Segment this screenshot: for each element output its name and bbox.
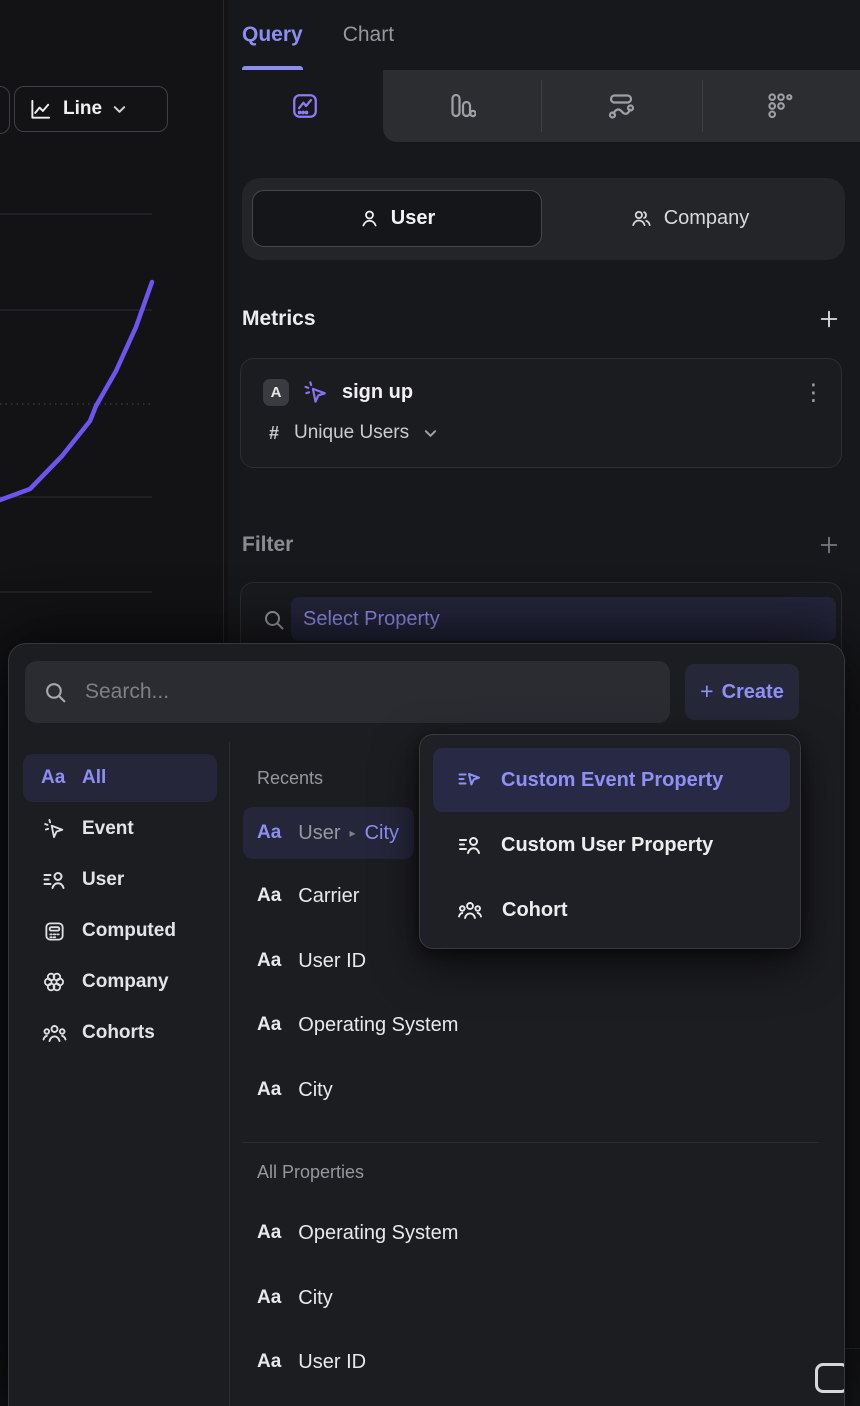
category-user[interactable]: User bbox=[23, 856, 217, 904]
breadcrumb-arrow-icon: ▸ bbox=[349, 826, 356, 840]
tab-divider bbox=[702, 80, 703, 132]
recent-property-active[interactable]: Aa User ▸ City bbox=[243, 807, 414, 859]
tab-flows[interactable] bbox=[581, 70, 661, 142]
chart-type-dropdown[interactable]: Line bbox=[14, 86, 168, 132]
property-item[interactable]: Aa City bbox=[257, 1286, 333, 1309]
picker-divider bbox=[229, 742, 230, 1406]
insights-icon bbox=[291, 92, 319, 120]
panel-header: Query Chart bbox=[228, 0, 860, 70]
menu-item-cohort[interactable]: Cohort bbox=[433, 878, 790, 942]
tab-bar-report[interactable] bbox=[422, 70, 502, 142]
company-users-icon bbox=[630, 208, 653, 229]
recent-property[interactable]: Aa User ID bbox=[257, 949, 367, 972]
section-divider bbox=[242, 1142, 819, 1143]
kebab-menu-icon[interactable]: ⋮ bbox=[802, 378, 825, 405]
recent-property[interactable]: Aa Carrier bbox=[257, 884, 360, 907]
create-button[interactable]: + Create bbox=[685, 664, 799, 720]
category-sidebar: Aa All Event User bbox=[23, 754, 217, 1057]
filter-property-input[interactable]: Select Property bbox=[291, 597, 836, 641]
add-metric-button[interactable] bbox=[818, 308, 840, 330]
chevron-down-icon bbox=[424, 429, 437, 438]
cohort-icon bbox=[457, 899, 483, 922]
entity-toggle-user[interactable]: User bbox=[252, 190, 542, 247]
aa-icon: Aa bbox=[257, 1079, 282, 1100]
custom-event-property-icon bbox=[457, 769, 482, 791]
metric-event-row: A sign up ⋮ bbox=[263, 375, 825, 409]
menu-item-custom-user-property[interactable]: Custom User Property bbox=[433, 813, 790, 877]
metric-aggregation-row[interactable]: # Unique Users bbox=[269, 416, 437, 450]
user-property-icon bbox=[41, 869, 67, 891]
create-menu: Custom Event Property Custom User Proper… bbox=[419, 734, 801, 949]
cohorts-icon bbox=[41, 1022, 67, 1045]
aa-icon: Aa bbox=[257, 885, 282, 906]
picker-search-input[interactable] bbox=[83, 679, 652, 705]
recent-property[interactable]: Aa Operating System bbox=[257, 1013, 459, 1036]
metric-card[interactable]: A sign up ⋮ # Unique Users bbox=[240, 358, 842, 468]
category-company[interactable]: Company bbox=[23, 958, 217, 1006]
company-icon bbox=[41, 970, 67, 994]
aa-icon: Aa bbox=[257, 1014, 282, 1035]
metric-event-name[interactable]: sign up bbox=[342, 380, 414, 403]
entity-toggle-company[interactable]: Company bbox=[544, 190, 835, 247]
filter-header: Filter bbox=[242, 528, 840, 562]
event-icon bbox=[41, 817, 67, 841]
tab-insights[interactable] bbox=[265, 70, 345, 142]
entity-toggle: User Company bbox=[242, 178, 845, 260]
trend-line bbox=[0, 279, 155, 503]
aa-icon: Aa bbox=[257, 950, 282, 971]
chart-gridlines bbox=[0, 213, 152, 593]
picker-search-bar[interactable] bbox=[25, 661, 670, 723]
search-icon bbox=[262, 608, 286, 632]
filter-title: Filter bbox=[242, 533, 294, 556]
property-item[interactable]: Aa Operating System bbox=[257, 1221, 459, 1244]
tab-retention[interactable] bbox=[741, 70, 821, 142]
computed-icon bbox=[41, 920, 67, 943]
chevron-down-icon bbox=[113, 105, 126, 114]
line-chart-preview bbox=[0, 213, 155, 593]
category-cohorts[interactable]: Cohorts bbox=[23, 1009, 217, 1057]
background-divider bbox=[845, 1348, 860, 1349]
metrics-header: Metrics bbox=[242, 302, 840, 336]
bar-chart-icon bbox=[448, 92, 476, 120]
aa-icon: Aa bbox=[257, 1287, 282, 1308]
aggregation-label: Unique Users bbox=[294, 422, 410, 443]
property-picker-popover: + Create Aa All Event bbox=[8, 643, 845, 1406]
metrics-title: Metrics bbox=[242, 307, 316, 330]
user-icon bbox=[359, 208, 380, 229]
search-icon bbox=[43, 680, 68, 705]
tab-divider bbox=[541, 80, 542, 132]
category-all[interactable]: Aa All bbox=[23, 754, 217, 802]
recent-property[interactable]: Aa City bbox=[257, 1078, 333, 1101]
property-item[interactable]: Aa User ID bbox=[257, 1350, 367, 1373]
chart-type-label: Line bbox=[63, 98, 103, 119]
flows-icon bbox=[607, 92, 635, 120]
plus-icon: + bbox=[700, 677, 714, 704]
clipped-ui-fragment bbox=[815, 1363, 844, 1393]
aa-icon: Aa bbox=[257, 822, 282, 843]
partial-toolbar-button[interactable] bbox=[0, 86, 10, 134]
retention-icon bbox=[767, 92, 795, 120]
aa-icon: Aa bbox=[41, 767, 66, 788]
event-icon bbox=[302, 379, 329, 406]
series-badge: A bbox=[263, 378, 289, 406]
add-filter-button[interactable] bbox=[818, 534, 840, 556]
analysis-type-tabs bbox=[228, 70, 860, 142]
tab-query[interactable]: Query bbox=[242, 0, 303, 70]
aa-icon: Aa bbox=[257, 1222, 282, 1243]
recents-title: Recents bbox=[257, 768, 324, 788]
line-chart-icon bbox=[29, 98, 52, 121]
all-properties-title: All Properties bbox=[257, 1162, 365, 1182]
custom-user-property-icon bbox=[457, 834, 482, 856]
menu-item-custom-event-property[interactable]: Custom Event Property bbox=[433, 748, 790, 812]
category-computed[interactable]: Computed bbox=[23, 907, 217, 955]
hash-icon: # bbox=[269, 422, 280, 443]
aa-icon: Aa bbox=[257, 1351, 282, 1372]
category-event[interactable]: Event bbox=[23, 805, 217, 853]
tab-chart[interactable]: Chart bbox=[342, 23, 395, 46]
